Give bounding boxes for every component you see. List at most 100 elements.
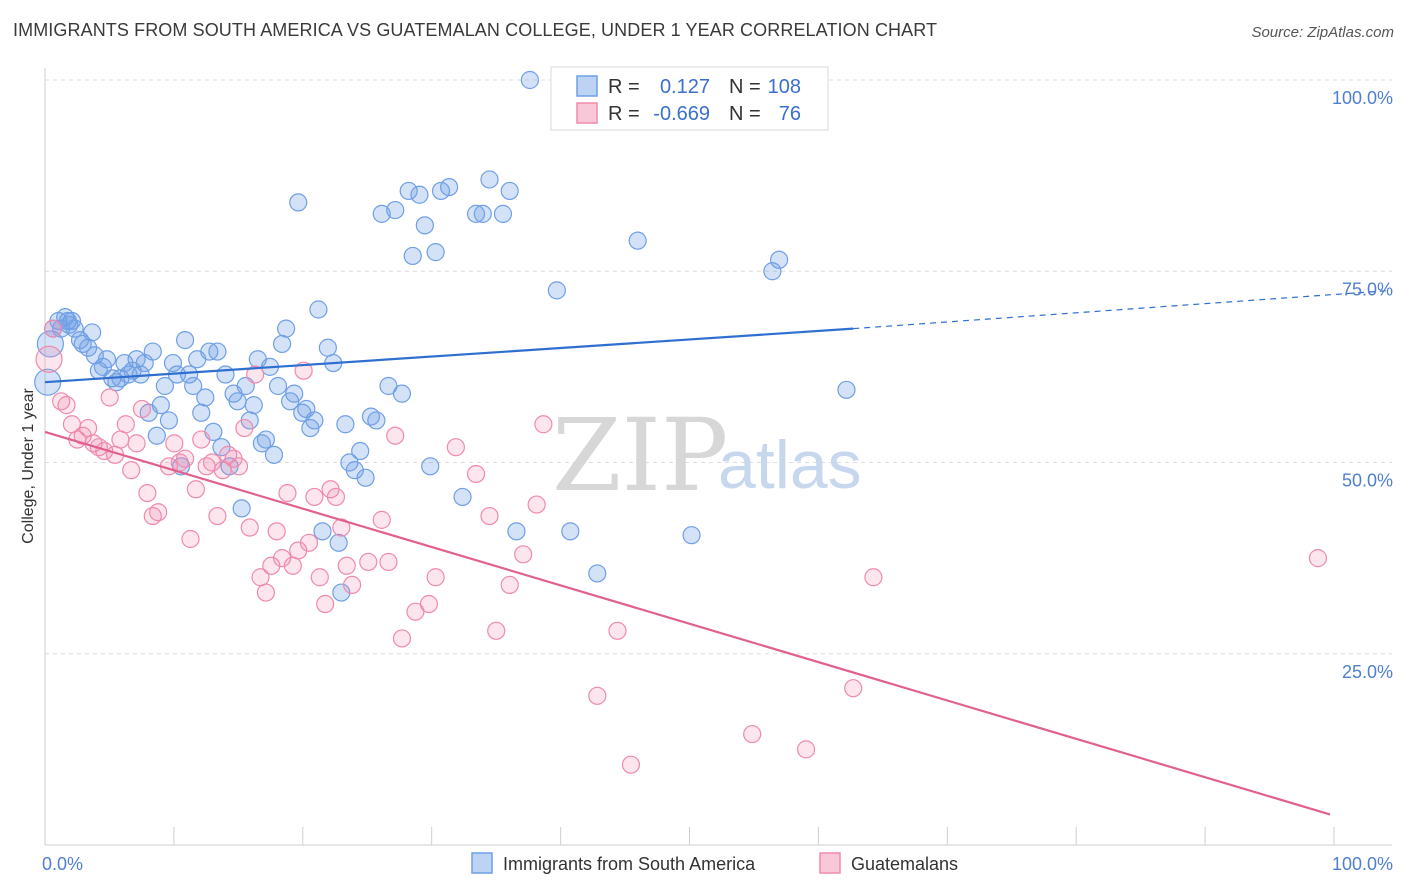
data-point (310, 568, 329, 587)
data-point (228, 392, 247, 411)
data-point (864, 568, 883, 587)
data-point (65, 319, 84, 338)
data-point (175, 331, 195, 350)
data-point (175, 449, 195, 468)
watermark-atlas: atlas (718, 427, 862, 503)
data-point (97, 350, 117, 369)
legend-r-value-2: -0.669 (653, 103, 710, 125)
data-point (682, 526, 701, 545)
data-point (480, 170, 499, 189)
data-point (588, 686, 607, 705)
data-point (386, 200, 405, 220)
data-point (336, 415, 355, 434)
data-point (127, 434, 146, 453)
data-point (426, 568, 445, 587)
data-point (208, 506, 227, 526)
data-point (480, 506, 499, 526)
data-point (192, 430, 211, 449)
data-point (159, 411, 179, 430)
data-point (256, 430, 276, 449)
data-point (147, 426, 166, 445)
data-point (305, 487, 324, 507)
data-point (316, 594, 335, 614)
tick-labels: 100.0% 75.0% 50.0% 25.0% 0.0% 100.0% (42, 88, 1393, 874)
legend-r-label-1: R = (608, 76, 640, 98)
series-legend-label-2: Guatemalans (851, 854, 958, 874)
data-point (337, 556, 356, 575)
data-point (151, 396, 170, 415)
data-point (143, 342, 162, 361)
data-point (232, 499, 251, 518)
data-point (283, 556, 302, 575)
y-axis-title: College, Under 1 year (20, 388, 37, 544)
data-point (229, 457, 249, 476)
data-point (272, 334, 292, 354)
y-tick-label-1: 75.0% (1342, 279, 1393, 299)
data-point (35, 345, 63, 373)
data-point (608, 621, 627, 640)
data-point (446, 438, 465, 457)
data-point (79, 418, 98, 438)
y-tick-label-2: 50.0% (1342, 471, 1393, 491)
data-point (326, 487, 346, 507)
data-point (299, 533, 319, 552)
data-point (534, 415, 553, 434)
data-point (289, 193, 308, 212)
data-point (36, 330, 64, 358)
data-point (181, 529, 200, 549)
data-point (235, 418, 254, 438)
data-point (743, 724, 762, 744)
data-point (186, 480, 205, 499)
data-point (561, 522, 580, 541)
data-point (500, 575, 519, 595)
x-tick-label-0: 0.0% (42, 854, 83, 874)
data-point (379, 552, 398, 572)
data-point (240, 518, 259, 537)
data-point (246, 365, 265, 384)
data-point (216, 365, 235, 384)
series-legend-label-1: Immigrants from South America (503, 854, 756, 874)
legend-swatch-blue (576, 75, 598, 97)
data-point (313, 522, 332, 541)
data-point (1308, 549, 1328, 568)
data-point (116, 415, 135, 434)
data-point (196, 388, 215, 407)
data-point (244, 396, 263, 415)
data-point (406, 602, 425, 621)
legend-r-value-1: 0.127 (660, 76, 710, 98)
data-point (500, 181, 519, 201)
series-legend-swatch-pink (819, 852, 841, 874)
data-point (318, 338, 337, 357)
trend-line-blue-extension (853, 289, 1393, 330)
data-point (421, 457, 440, 476)
chart-title: IMMIGRANTS FROM SOUTH AMERICA VS GUATEMA… (13, 20, 938, 40)
data-point (79, 338, 98, 357)
data-point (111, 430, 130, 449)
data-point (359, 552, 378, 572)
data-point (329, 533, 348, 552)
data-point (837, 380, 856, 399)
legend-r-label-2: R = (608, 103, 640, 125)
trend-lines (44, 289, 1393, 816)
y-tick-label-3: 25.0% (1342, 662, 1393, 682)
data-point (208, 342, 227, 361)
legend-n-value-1: 108 (768, 76, 801, 98)
data-point (264, 445, 284, 464)
data-point (285, 384, 304, 403)
data-point (473, 204, 492, 223)
data-point (268, 376, 288, 396)
data-point (372, 510, 391, 529)
series-legend-swatch-blue (471, 852, 493, 874)
axes (44, 68, 1392, 846)
data-point (267, 522, 286, 541)
x-tick-label-1: 100.0% (1332, 854, 1393, 874)
data-point (212, 438, 231, 457)
data-point (155, 376, 174, 396)
data-point (356, 468, 375, 487)
data-point (507, 522, 526, 541)
legend-n-value-2: 76 (779, 103, 801, 125)
data-point (379, 376, 398, 396)
data-point (165, 434, 184, 453)
data-point (305, 411, 324, 430)
data-point (57, 396, 76, 415)
